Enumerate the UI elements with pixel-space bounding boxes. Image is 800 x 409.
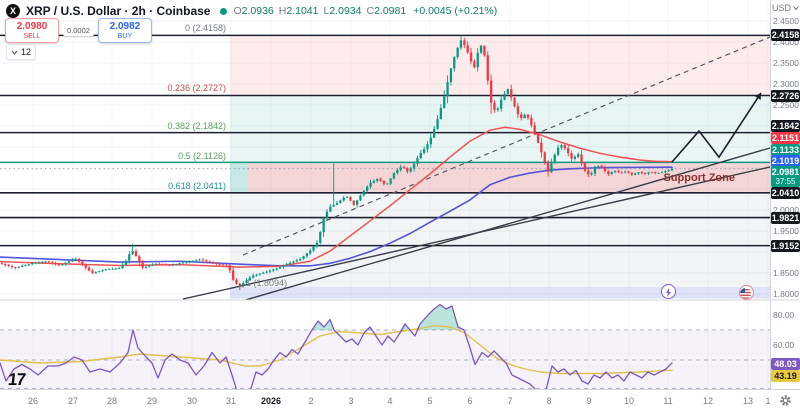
currency-unit-button[interactable]: USD: [772, 3, 799, 13]
chevron-down-icon: [11, 50, 18, 55]
time-label: 11: [663, 396, 673, 406]
settings-gear-icon[interactable]: [779, 394, 792, 409]
time-label: 5: [427, 396, 433, 406]
price-axis-label: 2.1151: [771, 132, 800, 144]
support-zone-label: Support Zone: [663, 171, 736, 184]
time-label: 26: [27, 396, 39, 406]
time-label: 31: [225, 396, 237, 406]
price-axis-label: 2.0410: [771, 186, 800, 199]
tradingview-logo[interactable]: 17: [7, 370, 26, 389]
ohlc-values: O2.0936 H2.1041 L2.0934 C2.0981 +0.0045 …: [233, 5, 498, 17]
time-label: 1: [765, 396, 771, 406]
symbol-title: XRP / U.S. Dollar · 2h · Coinbase: [26, 4, 211, 18]
price-axis-label: 2.1019: [771, 155, 800, 167]
price-axis-label: 2.4158: [771, 29, 800, 42]
time-label: 6: [467, 396, 473, 406]
price-axis-label: 1.9821: [771, 211, 800, 224]
fib-level-label: 0.236 (2.2727): [167, 83, 226, 94]
time-label: 8: [546, 396, 552, 406]
price-tick: 2.4500: [773, 16, 799, 26]
price-tick: 2.2500: [773, 100, 799, 110]
time-label: 3: [348, 396, 354, 406]
price-axis-label: 43.19: [771, 370, 800, 382]
time-label: 12: [702, 396, 714, 406]
market-status-dot-icon: [220, 7, 228, 15]
trade-buttons: 2.0980 SELL 0.0002 2.0982 BUY: [5, 18, 152, 43]
time-label: 30: [186, 396, 198, 406]
time-label: 9: [586, 396, 592, 406]
fib-level-label: 1 (1.8094): [245, 278, 287, 289]
price-tick: 2.0000: [773, 205, 799, 215]
time-label: 7: [507, 396, 513, 406]
price-axis-label: 2.1133: [771, 143, 800, 156]
sell-button[interactable]: 2.0980 SELL: [5, 18, 59, 43]
fib-level-label: 0.5 (2.1126): [178, 150, 226, 161]
time-label: 2: [308, 396, 314, 406]
time-label: 28: [106, 396, 118, 406]
symbol-legend[interactable]: X XRP / U.S. Dollar · 2h · Coinbase O2.0…: [6, 4, 497, 18]
object-tree-chip[interactable]: 12: [6, 44, 37, 60]
price-tick: 1.8500: [773, 268, 799, 278]
spread-value: 0.0002: [63, 25, 94, 36]
price-tick: 1.9500: [773, 226, 799, 236]
time-label: 13: [742, 396, 754, 406]
time-label: 4: [387, 396, 393, 406]
price-tick: 2.3000: [773, 79, 799, 89]
price-tick: 2.3500: [773, 58, 799, 68]
price-axis-label: 2.2726: [771, 89, 800, 102]
price-axis-label: 48.03: [771, 358, 800, 370]
us-flag-event-icon[interactable]: [739, 285, 754, 300]
xrp-logo-icon: X: [6, 4, 20, 18]
time-label: 27: [67, 396, 79, 406]
price-axis-label: 2.0981 37:55: [771, 165, 800, 187]
rsi-tick: 60.00: [773, 340, 795, 350]
time-label: 10: [623, 396, 635, 406]
fib-level-label: 0.382 (2.1842): [167, 120, 226, 131]
price-tick: 2.4000: [773, 37, 799, 47]
price-tick: 1.8000: [773, 289, 799, 299]
price-axis-label: 2.1842: [771, 120, 800, 132]
time-label: 29: [146, 396, 158, 406]
chevron-down-icon: [793, 6, 799, 10]
fib-level-label: 0 (2.4158): [184, 23, 226, 34]
time-label: 2026: [260, 396, 282, 406]
price-axis-label: 1.9152: [771, 239, 800, 252]
economic-event-flash-icon[interactable]: [661, 284, 676, 299]
flag-icon: [740, 288, 751, 299]
lightning-bolt-icon: [665, 288, 671, 297]
fib-level-label: 0.618 (2.0411): [168, 180, 226, 191]
change-value: +0.0045 (+0.21%): [413, 5, 498, 17]
rsi-tick: 80.00: [773, 310, 795, 320]
buy-button[interactable]: 2.0982 BUY: [97, 18, 152, 43]
